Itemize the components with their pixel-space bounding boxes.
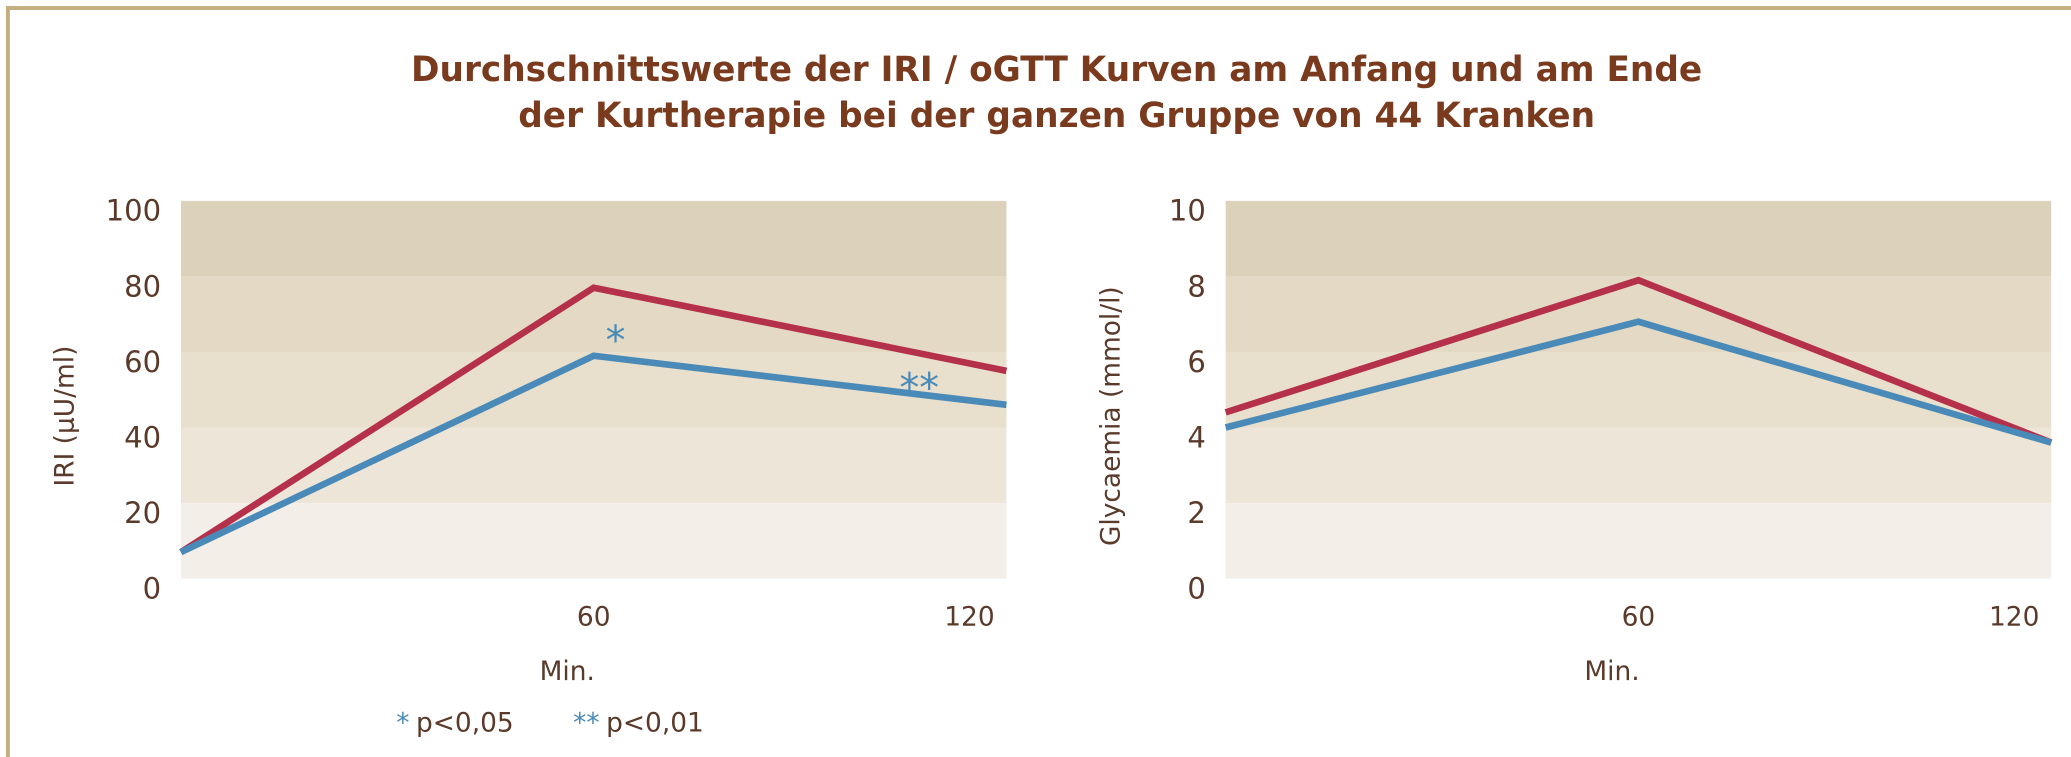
data-line [1224, 276, 2053, 446]
x-tick-label: 60 [1622, 602, 1656, 633]
data-line [179, 352, 1007, 556]
grid-band [1225, 351, 2052, 428]
grid-band [180, 200, 1007, 277]
x-tick-label: 120 [944, 602, 994, 633]
y-tick-label: 6 [1187, 345, 1205, 379]
y-tick-label: 0 [143, 571, 161, 605]
data-line [1224, 318, 2053, 446]
title-line: der Kurtherapie bei der ganzen Gruppe vo… [518, 96, 1595, 136]
y-axis-label: Glycaemia (mmol/l) [1096, 286, 1127, 546]
annotation: * [606, 318, 626, 364]
footnote-symbol: * [396, 707, 409, 738]
footnote-symbol: ** [573, 707, 599, 738]
data-line [179, 284, 1008, 555]
grid-band [1225, 427, 2052, 504]
y-tick-label: 60 [124, 345, 161, 379]
y-tick-label: 80 [124, 269, 161, 303]
y-tick-label: 100 [106, 194, 161, 228]
y-tick-label: 40 [124, 420, 161, 454]
y-tick-label: 4 [1187, 420, 1205, 454]
y-tick-label: 8 [1187, 269, 1205, 303]
annotation: ** [899, 366, 939, 412]
y-tick-label: 20 [124, 496, 161, 530]
y-axis-label: IRI (µU/ml) [50, 346, 81, 487]
footnote-text: p<0,05 [416, 707, 514, 738]
grid-band [1225, 200, 2052, 277]
y-tick-label: 10 [1169, 194, 1206, 228]
x-axis-label: Min. [1584, 656, 1639, 687]
x-tick-label: 60 [577, 602, 611, 633]
footnote-text: p<0,01 [606, 707, 704, 738]
grid-band [180, 503, 1007, 579]
x-tick-label: 120 [1989, 602, 2039, 633]
x-axis-label: Min. [540, 656, 595, 687]
title-line: Durchschnittswerte der IRI / oGTT Kurven… [411, 50, 1702, 90]
grid-band [1225, 276, 2052, 352]
y-tick-label: 0 [1187, 571, 1205, 605]
y-tick-label: 2 [1187, 496, 1205, 530]
grid-band [1225, 503, 2052, 579]
